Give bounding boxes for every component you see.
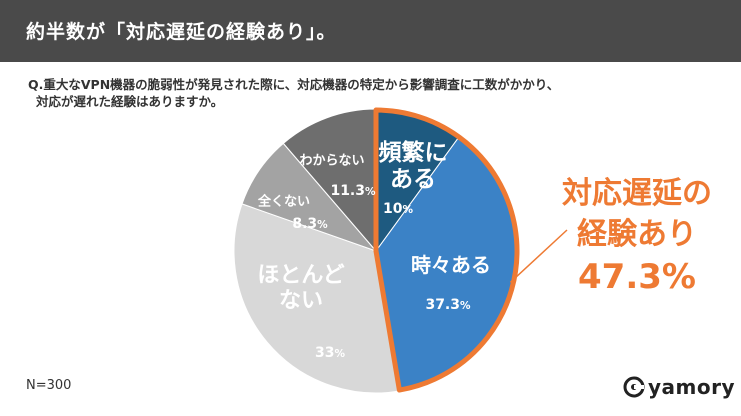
logo: yamory — [623, 375, 735, 399]
slice-label: ない — [279, 288, 323, 313]
question-text: Q.重大なVPN機器の脆弱性が発見された際に、対応機器の特定から影響調査に工数が… — [28, 76, 728, 110]
slice-value-label: 37.3% — [425, 297, 471, 313]
sample-size: N=300 — [26, 378, 72, 393]
callout-line-2: 経験あり — [577, 217, 697, 252]
logo-text: yamory — [648, 375, 736, 399]
pie-slice — [282, 108, 377, 253]
question-line-2: 対応が遅れた経験はありますか。 — [36, 94, 224, 109]
question-line-1: Q.重大なVPN機器の脆弱性が発見された際に、対応機器の特定から影響調査に工数が… — [28, 77, 560, 92]
slice-label: ほとんど — [257, 263, 344, 288]
callout-line-1: 対応遅延の — [562, 176, 712, 211]
slice-value-label: 8.3% — [292, 216, 328, 232]
page-title: 約半数が「対応遅延の経験あり」。 — [26, 21, 337, 43]
slice-label: 時々ある — [411, 253, 491, 277]
callout-value: 47.3% — [578, 257, 696, 297]
slice-value-label: 33% — [315, 345, 345, 361]
header-bar: 約半数が「対応遅延の経験あり」。 — [0, 0, 741, 62]
yamory-logo-icon — [623, 376, 645, 398]
slice-label: ある — [390, 166, 436, 192]
callout: 対応遅延の 経験あり 47.3% — [562, 176, 712, 297]
slice-label: わからない — [299, 154, 364, 169]
pie-slice — [233, 203, 401, 394]
slice-label: 頻繁に — [379, 139, 448, 166]
highlight-outline — [373, 107, 520, 393]
callout-leader-line — [509, 229, 568, 283]
slice-value-label: 11.3% — [330, 183, 376, 199]
slice-value-label: 10% — [383, 201, 413, 217]
slice-label: 全くない — [257, 194, 310, 210]
